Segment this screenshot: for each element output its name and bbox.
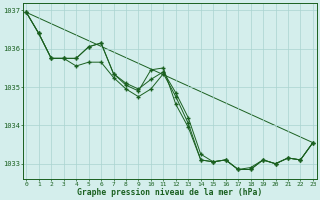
X-axis label: Graphe pression niveau de la mer (hPa): Graphe pression niveau de la mer (hPa) — [77, 188, 262, 197]
